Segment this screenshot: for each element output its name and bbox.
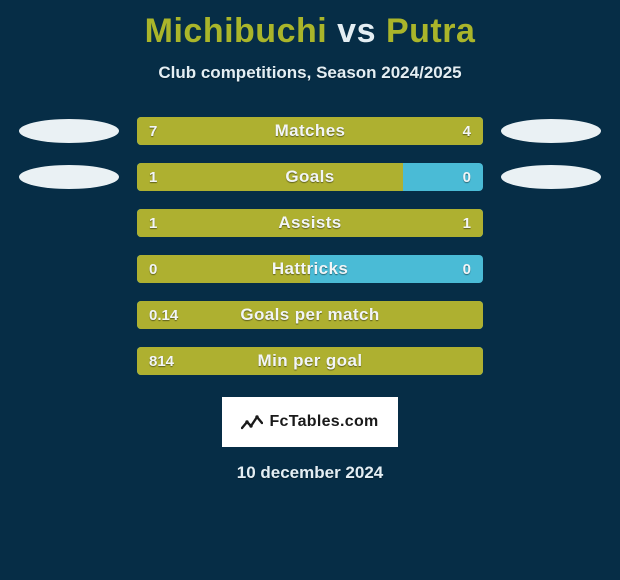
stat-value-right: 0 xyxy=(463,163,471,191)
player2-name: Putra xyxy=(386,12,475,50)
bar-fill-left xyxy=(137,301,483,329)
bar-fill-right xyxy=(310,209,483,237)
stat-rows: Matches74 Goals10 Assists11 Hattricks00 Goal… xyxy=(0,117,620,375)
stat-value-right: 0 xyxy=(463,255,471,283)
stat-row: Matches74 xyxy=(0,117,620,145)
stat-bar: Min per goal814 xyxy=(137,347,483,375)
bar-fill-left xyxy=(137,209,310,237)
footer-date: 10 december 2024 xyxy=(0,463,620,483)
title-vs: vs xyxy=(337,12,376,50)
player2-oval xyxy=(501,119,601,143)
stat-row: Hattricks00 xyxy=(0,255,620,283)
logo-text: FcTables.com xyxy=(269,413,378,431)
stat-bar: Hattricks00 xyxy=(137,255,483,283)
stat-row: Min per goal814 xyxy=(0,347,620,375)
logo-badge: FcTables.com xyxy=(222,397,398,447)
comparison-card: Michibuchi vs Putra Club competitions, S… xyxy=(0,0,620,580)
stat-row: Goals10 xyxy=(0,163,620,191)
page-title: Michibuchi vs Putra xyxy=(0,12,620,51)
bar-fill-left xyxy=(137,163,403,191)
stat-bar: Assists11 xyxy=(137,209,483,237)
stat-bar: Goals per match0.14 xyxy=(137,301,483,329)
logo-icon xyxy=(241,413,263,431)
bar-fill-left xyxy=(137,117,357,145)
player1-oval xyxy=(19,119,119,143)
bar-fill-left xyxy=(137,347,483,375)
stat-bar: Goals10 xyxy=(137,163,483,191)
player1-oval xyxy=(19,165,119,189)
bar-fill-left xyxy=(137,255,310,283)
subtitle: Club competitions, Season 2024/2025 xyxy=(0,63,620,83)
player2-oval xyxy=(501,165,601,189)
stat-bar: Matches74 xyxy=(137,117,483,145)
bar-fill-right xyxy=(357,117,483,145)
stat-row: Assists11 xyxy=(0,209,620,237)
player1-name: Michibuchi xyxy=(145,12,328,50)
stat-row: Goals per match0.14 xyxy=(0,301,620,329)
